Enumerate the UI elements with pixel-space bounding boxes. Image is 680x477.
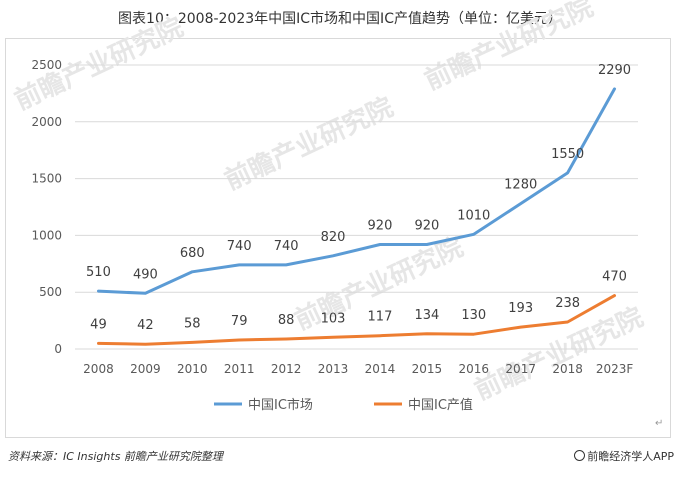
data-label: 920: [368, 218, 393, 233]
data-label: 920: [414, 218, 439, 233]
legend: 中国IC市场 中国IC产值: [214, 397, 473, 413]
x-tick-label: 2023F: [596, 362, 634, 376]
data-label: 88: [278, 313, 295, 328]
y-tick-label: 0: [54, 342, 62, 356]
data-label: 193: [508, 301, 533, 316]
watermark-text: 前瞻产业研究院: [220, 91, 398, 196]
data-label: 2290: [598, 63, 631, 78]
data-label: 820: [321, 230, 346, 245]
data-label: 103: [321, 311, 346, 326]
data-label: 1280: [504, 178, 537, 193]
legend-label-2: 中国IC产值: [408, 397, 473, 413]
data-label: 680: [180, 246, 205, 261]
data-label: 42: [137, 318, 154, 333]
data-label: 740: [274, 239, 299, 254]
x-tick-label: 2008: [83, 362, 114, 376]
chart-frame: [5, 38, 671, 438]
gridlines: [75, 64, 638, 350]
brand-credit: 前瞻经济学人APP: [574, 448, 674, 464]
x-tick-label: 2016: [459, 362, 490, 376]
legend-label-1: 中国IC市场: [248, 397, 313, 413]
x-axis-ticks: 2008 2009 2010 2011 2012 2013 2014 2015 2016 2017…: [83, 362, 633, 376]
data-label: 1550: [551, 147, 584, 162]
data-label: 49: [90, 317, 107, 332]
y-tick-label: 1500: [31, 172, 62, 186]
y-tick-label: 2500: [31, 58, 62, 72]
data-label: 117: [368, 310, 393, 325]
watermark-text: 前瞻产业研究院: [470, 301, 648, 406]
chart-title: 图表10：2008-2023年中国IC市场和中国IC产值趋势（单位：亿美元）: [118, 11, 562, 27]
data-label: 490: [133, 267, 158, 282]
y-axis-ticks: 0 500 1000 1500 2000 2500: [31, 58, 62, 356]
data-label: 470: [602, 270, 627, 285]
x-tick-label: 2017: [505, 362, 536, 376]
source-note: 资料来源：IC Insights 前瞻产业研究院整理: [8, 450, 223, 463]
y-tick-label: 500: [39, 285, 62, 299]
series-line-1: [97, 87, 616, 295]
data-label: 79: [231, 314, 248, 329]
data-label: 510: [86, 265, 111, 280]
data-label: 58: [184, 316, 201, 331]
series-lines: [97, 87, 616, 346]
qianzhan-logo-icon: [574, 450, 586, 461]
data-label: 740: [227, 239, 252, 254]
y-tick-label: 2000: [31, 115, 62, 129]
data-label: 130: [461, 308, 486, 323]
data-label: 1010: [457, 208, 490, 223]
return-mark: ↵: [655, 418, 664, 429]
y-tick-label: 1000: [31, 228, 62, 242]
x-tick-label: 2010: [177, 362, 208, 376]
x-tick-label: 2012: [271, 362, 302, 376]
x-tick-label: 2018: [552, 362, 583, 376]
data-labels: 510 490 680 740 740 820 920 920 1010 1280 1550 2290…: [86, 63, 631, 333]
series-line-2: [97, 294, 616, 346]
x-tick-label: 2015: [412, 362, 443, 376]
brand-text: 前瞻经济学人APP: [587, 450, 674, 463]
x-tick-label: 2009: [130, 362, 161, 376]
x-tick-label: 2011: [224, 362, 255, 376]
data-label: 238: [555, 296, 580, 311]
data-label: 134: [414, 308, 439, 323]
x-tick-label: 2014: [365, 362, 396, 376]
watermark-text: 前瞻产业研究院: [420, 0, 598, 96]
x-tick-label: 2013: [318, 362, 349, 376]
